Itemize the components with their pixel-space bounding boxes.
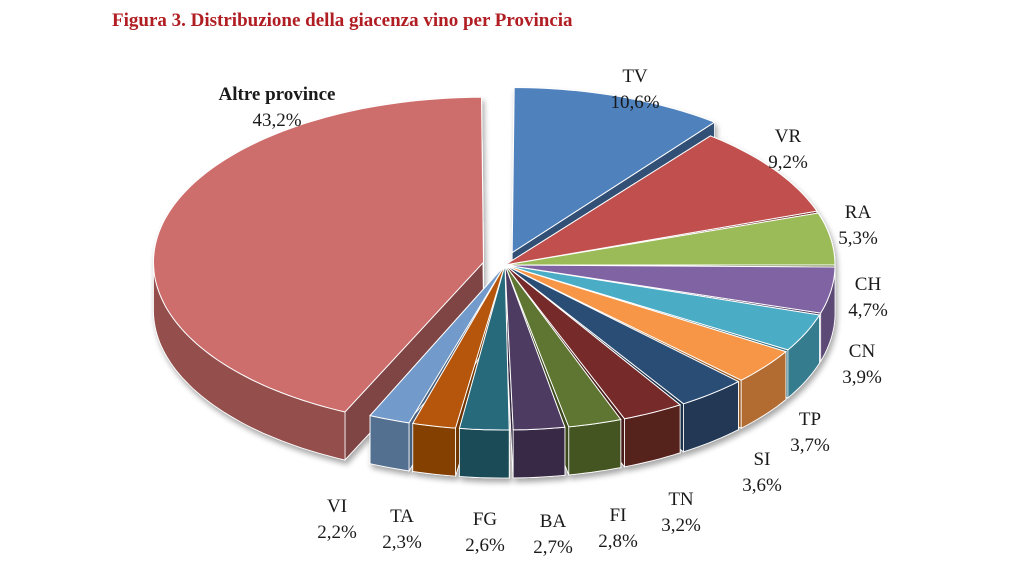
label-category-ch: CH bbox=[855, 274, 882, 295]
pie-slice-fg bbox=[458, 264, 510, 479]
pie-slice-ba bbox=[504, 264, 566, 479]
label-category-ba: BA bbox=[540, 511, 567, 532]
label-value-fi: 2,8% bbox=[598, 531, 638, 552]
label-category-altre-province: Altre province bbox=[219, 84, 336, 105]
label-value-tv: 10,6% bbox=[610, 92, 659, 113]
label-category-ra: RA bbox=[845, 202, 872, 223]
label-value-ta: 2,3% bbox=[382, 532, 422, 553]
label-value-tn: 3,2% bbox=[661, 515, 701, 536]
slices-group bbox=[152, 86, 836, 479]
label-category-ta: TA bbox=[390, 506, 414, 527]
label-value-vi: 2,2% bbox=[317, 522, 357, 543]
label-category-vi: VI bbox=[327, 496, 347, 517]
label-value-ba: 2,7% bbox=[533, 537, 573, 558]
label-category-fg: FG bbox=[473, 509, 498, 530]
label-category-tn: TN bbox=[668, 489, 694, 510]
label-category-cn: CN bbox=[849, 341, 876, 362]
chart-title: Figura 3. Distribuzione della giacenza v… bbox=[112, 10, 573, 31]
label-value-fg: 2,6% bbox=[465, 535, 505, 556]
label-category-tp: TP bbox=[799, 409, 821, 430]
labels-group: TV 10,6% VR 9,2% RA 5,3% CH 4,7% CN 3,9% TP 3,7% SI 3… bbox=[219, 66, 888, 558]
label-value-si: 3,6% bbox=[742, 475, 782, 496]
label-category-si: SI bbox=[754, 449, 771, 470]
label-value-cn: 3,9% bbox=[842, 367, 882, 388]
label-value-altre-province: 43,2% bbox=[252, 110, 301, 131]
label-value-ch: 4,7% bbox=[848, 300, 888, 321]
label-category-fi: FI bbox=[610, 505, 627, 526]
label-value-tp: 3,7% bbox=[790, 435, 830, 456]
label-value-ra: 5,3% bbox=[838, 228, 878, 249]
label-category-tv: TV bbox=[622, 66, 648, 87]
label-category-vr: VR bbox=[775, 126, 802, 147]
label-value-vr: 9,2% bbox=[768, 152, 808, 173]
